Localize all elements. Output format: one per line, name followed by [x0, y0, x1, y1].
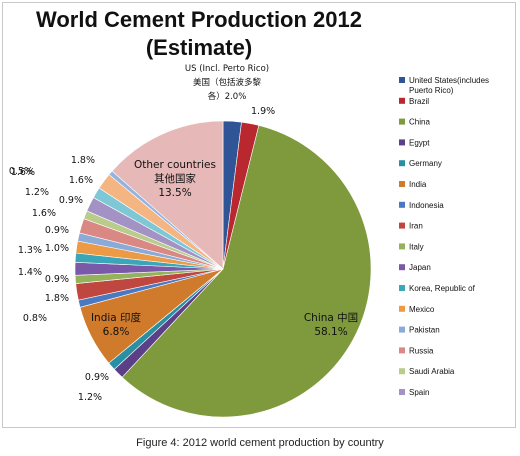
- data-label-iran: 1.8%: [45, 293, 69, 304]
- legend-label-italy: Italy: [409, 242, 424, 251]
- legend-swatch-brazil: [399, 97, 405, 104]
- legend-label-russia: Russia: [409, 346, 434, 355]
- figure-caption: Figure 4: 2012 world cement production b…: [136, 437, 384, 449]
- legend-label-egypt: Egypt: [409, 138, 430, 147]
- legend-label-brazil: Brazil: [409, 97, 429, 106]
- data-label-thailand: 1.2%: [25, 187, 49, 198]
- legend-swatch-united-states-includes-puerto-rico: [399, 77, 405, 83]
- legend-label-indonesia: Indonesia: [409, 201, 444, 210]
- legend-swatch-india: [399, 181, 405, 187]
- legend-label-pakistan: Pakistan: [409, 326, 440, 335]
- legend-label-iran: Iran: [409, 222, 423, 231]
- data-label-india: India 印度 6.8%: [91, 311, 142, 338]
- legend-swatch-germany: [399, 160, 405, 167]
- data-label-vietnam: 0.5%: [9, 166, 33, 177]
- legend-swatch-china: [399, 118, 405, 125]
- legend-label-germany: Germany: [409, 159, 442, 168]
- data-label-china: China 中国 58.1%: [304, 311, 358, 338]
- legend-label-japan: Japan: [409, 263, 431, 272]
- data-label-turkey: 1.6%: [69, 175, 93, 186]
- legend-swatch-mexico: [399, 305, 405, 312]
- chart-title: World Cement Production 2012 (Estimate): [36, 7, 362, 60]
- data-label-russia: 1.6%: [32, 208, 56, 219]
- data-label-korea: 1.0%: [45, 243, 69, 254]
- data-label-other1: 1.8%: [71, 155, 95, 166]
- legend-label-united-states-includes-puerto-rico: United States(includes Puerto Rico): [409, 76, 489, 95]
- data-label-japan: 1.4%: [18, 267, 42, 278]
- data-label-egypt: 1.2%: [78, 392, 102, 403]
- data-label-spain: 1.6%: [11, 167, 35, 178]
- chart-title-line: (Estimate): [146, 35, 252, 60]
- legend-label-india: India: [409, 180, 427, 189]
- legend-label-saudi-arabia: Saudi Arabia: [409, 367, 455, 376]
- legend-swatch-italy: [399, 243, 405, 250]
- legend-swatch-japan: [399, 264, 405, 271]
- data-label-other: Other countries 其他国家 13.5%: [134, 159, 216, 199]
- data-label-saudi: 0.9%: [59, 195, 83, 206]
- pie-slice-china: [121, 125, 372, 418]
- pie-chart: World Cement Production 2012 (Estimate) U…: [9, 7, 489, 418]
- data-label-germany: 0.9%: [85, 372, 109, 383]
- legend-swatch-egypt: [399, 139, 405, 146]
- chart-frame: World Cement Production 2012 (Estimate) U…: [2, 2, 516, 428]
- pie-slices: [74, 120, 372, 418]
- data-label-indonesia: 0.8%: [23, 313, 47, 324]
- data-label-pakistan: 0.9%: [45, 225, 69, 236]
- legend-swatch-pakistan: [399, 326, 405, 333]
- legend-label-mexico: Mexico: [409, 305, 435, 314]
- legend: United States(includes Puerto Rico) Brazil…: [399, 76, 489, 397]
- legend-swatch-korea-republic-of: [399, 285, 405, 291]
- data-label-brazil: 1.9%: [251, 106, 275, 117]
- data-labels: US (Incl. Perto Rico)美国（包括波多黎各）2.0% 1.9% C…: [9, 64, 358, 403]
- legend-swatch-iran: [399, 222, 405, 229]
- legend-label-spain: Spain: [409, 388, 429, 397]
- legend-swatch-spain: [399, 389, 405, 395]
- data-label-us: US (Incl. Perto Rico)美国（包括波多黎各）2.0%: [185, 64, 269, 102]
- legend-label-china: China: [409, 118, 430, 127]
- pie-slice-other-countries: [111, 120, 224, 270]
- data-label-mexico: 1.3%: [18, 245, 42, 256]
- chart-title-line: World Cement Production 2012: [36, 7, 362, 32]
- legend-label-korea-republic-of: Korea, Republic of: [409, 284, 476, 293]
- data-label-italy: 0.9%: [45, 274, 69, 285]
- legend-swatch-indonesia: [399, 201, 405, 208]
- legend-swatch-russia: [399, 347, 405, 354]
- legend-swatch-saudi-arabia: [399, 368, 405, 375]
